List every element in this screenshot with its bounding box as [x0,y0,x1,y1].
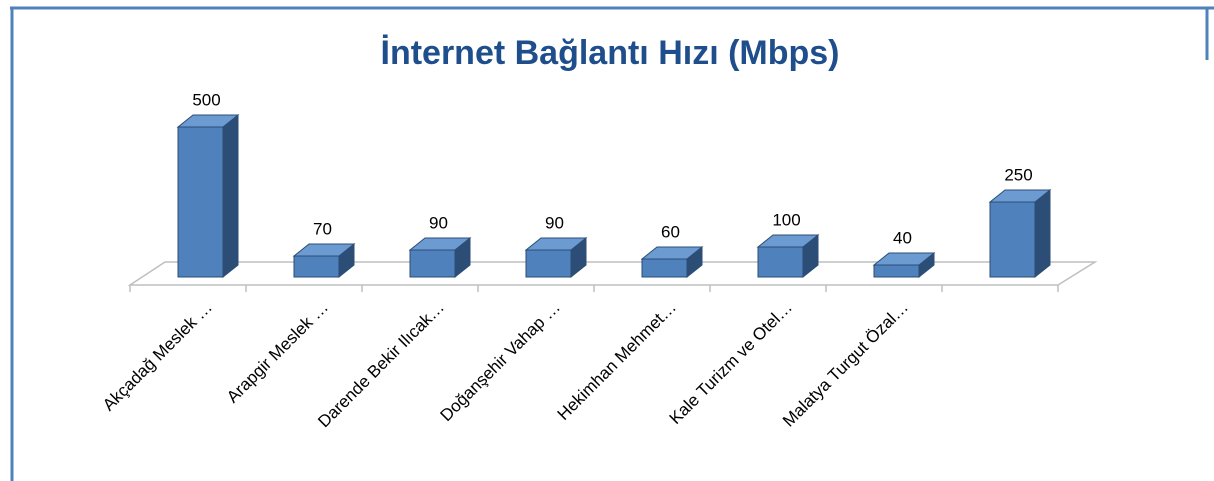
floor [127,261,1098,286]
x-tick-label: Akçadağ Meslek … [99,298,216,415]
bar-front [873,264,920,278]
value-label: 40 [893,228,912,247]
x-tick-label: Darende Bekir Ilıcak… [314,298,448,432]
bar-front [989,201,1036,278]
bar-front [757,246,804,278]
x-tick-label: Hekimhan Mehmet… [554,298,680,424]
bar-front [293,255,340,278]
bar-side [1034,188,1051,279]
bar [988,188,1052,279]
value-label: 100 [772,210,800,229]
value-label: 70 [313,219,332,238]
x-tick-label: Doğanşehir Vahap … [437,298,564,425]
value-label: 60 [661,222,680,241]
value-label: 500 [192,90,220,109]
bar-front [525,249,572,278]
bar [176,113,240,279]
value-label: 90 [545,213,564,232]
bar [640,245,704,279]
value-label: 250 [1004,165,1032,184]
x-tick-label: Arapgir Meslek … [223,298,332,407]
bar [524,236,588,279]
bar-front [409,249,456,278]
bar [872,251,936,279]
bar [408,236,472,279]
value-label: 90 [429,213,448,232]
bar [756,233,820,279]
bar-front [177,126,224,278]
bar [292,242,356,279]
x-tick-label: Malatya Turgut Özal… [779,298,912,431]
bar-front [641,258,688,278]
bar-side [222,113,239,279]
x-tick-label: Kale Turizm ve Otel… [666,298,796,428]
chart-title: İnternet Bağlantı Hızı (Mbps) [381,34,840,72]
